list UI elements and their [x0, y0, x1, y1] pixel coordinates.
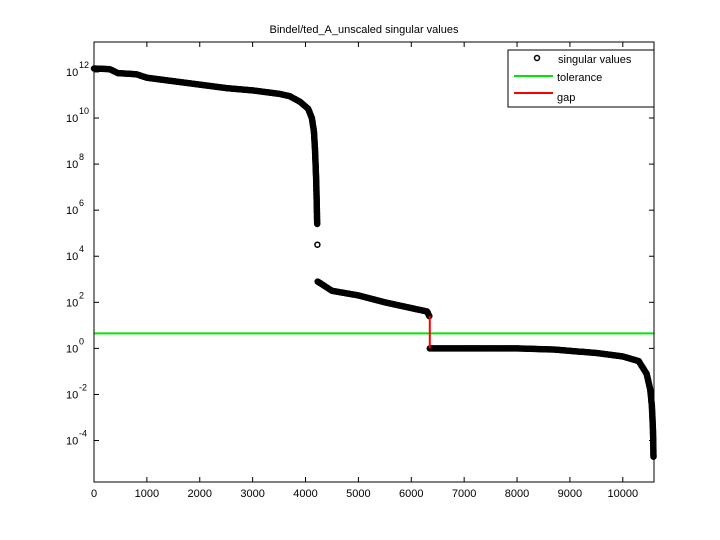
y-tick-exponent: 12 [79, 60, 89, 70]
x-tick-label: 8000 [505, 488, 529, 500]
x-tick-label: 9000 [558, 488, 582, 500]
x-tick-label: 10000 [608, 488, 639, 500]
legend-label-tolerance: tolerance [557, 72, 602, 84]
plot-area [90, 65, 657, 460]
y-tick-label: 10 [66, 436, 78, 448]
y-tick-label: 10 [66, 297, 78, 309]
y-tick-label: 10 [66, 251, 78, 263]
y-tick-exponent: -4 [79, 429, 87, 439]
y-tick-exponent: 0 [79, 336, 84, 346]
chart-title: Bindel/ted_A_unscaled singular values [270, 24, 459, 36]
y-tick-label: 10 [66, 205, 78, 217]
y-tick-exponent: -2 [79, 382, 87, 392]
legend-box [507, 49, 655, 108]
x-tick-label: 4000 [293, 488, 317, 500]
y-tick-label: 10 [66, 159, 78, 171]
legend-marker-circle-icon [533, 54, 541, 62]
x-tick-label: 2000 [188, 488, 212, 500]
data-point [313, 220, 321, 228]
x-tick-label: 6000 [399, 488, 423, 500]
x-tick-label: 1000 [135, 488, 159, 500]
y-tick-label: 10 [66, 67, 78, 79]
x-tick-label: 5000 [346, 488, 370, 500]
data-point [314, 241, 321, 248]
y-tick-exponent: 4 [79, 244, 84, 254]
x-tick-label: 3000 [240, 488, 264, 500]
legend-label-singular-values: singular values [558, 54, 632, 66]
legend: singular values tolerance gap [507, 49, 655, 108]
legend-label-gap: gap [557, 92, 575, 104]
y-tick-label: 10 [66, 389, 78, 401]
y-tick-exponent: 2 [79, 290, 84, 300]
axes-box [93, 41, 655, 483]
y-tick-exponent: 6 [79, 198, 84, 208]
x-tick-label: 7000 [452, 488, 476, 500]
y-tick-exponent: 10 [79, 106, 89, 116]
y-tick-exponent: 8 [79, 152, 84, 162]
x-tick-label: 0 [91, 488, 97, 500]
y-tick-label: 10 [66, 343, 78, 355]
axes: 0 1000 2000 3000 4000 5000 6000 7000 8000 9000 100… [66, 41, 655, 500]
y-tick-label: 10 [66, 113, 78, 125]
